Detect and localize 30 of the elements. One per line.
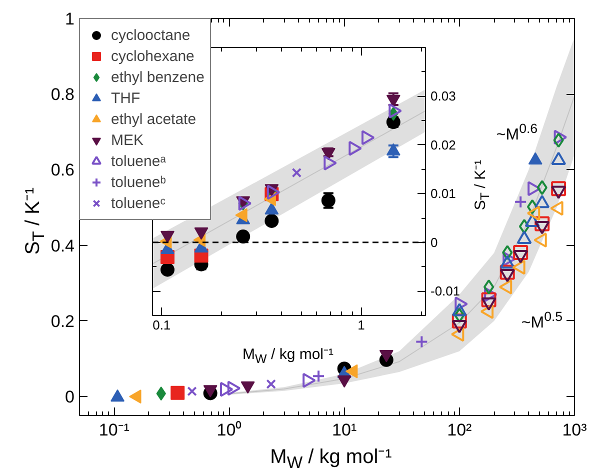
legend-label: MEK <box>111 130 144 150</box>
annotation: ~M$^{0.5}$ <box>521 308 563 334</box>
x-tick-label: 10² <box>447 420 472 440</box>
y-tick-label: 0.8 <box>50 85 75 104</box>
legend-label: cyclooctane <box>111 26 190 45</box>
y-tick-label: 0.02 <box>430 137 456 152</box>
y-tick-label: 0.2 <box>50 312 75 331</box>
x-tick-label: 10⁰ <box>216 420 242 440</box>
legend-label: ethyl acetate <box>111 110 196 129</box>
y-tick-label: 0.01 <box>430 186 456 202</box>
x-tick-label: 10⁻¹ <box>98 420 130 440</box>
x-axis-title: M$_{W}$ / kg mol⁻¹ <box>270 445 392 473</box>
legend-label: tolueneᵇ <box>111 172 166 192</box>
y-tick-label: 0.03 <box>430 88 456 104</box>
legend-label: cyclohexane <box>111 46 194 66</box>
x-tick-label: 10³ <box>562 420 588 440</box>
y-tick-label: 1 <box>65 10 75 28</box>
annotation: ~M$^{0.6}$ <box>496 120 538 146</box>
legend-label: THF <box>111 88 140 108</box>
y-tick-label: 0.4 <box>50 236 75 256</box>
x-tick-label: 10¹ <box>332 420 357 440</box>
y-tick-label: -0.01 <box>430 284 460 299</box>
x-tick-label: 0.1 <box>152 318 171 332</box>
x-axis-title: M$_{W}$ / kg mol⁻¹ <box>242 345 334 368</box>
y-tick-label: 0 <box>65 388 75 407</box>
legend-label: tolueneᵃ <box>111 152 166 171</box>
legend-label: ethyl benzene <box>111 68 204 87</box>
y-tick-label: 0 <box>430 234 438 250</box>
y-tick-label: 0.6 <box>50 160 75 180</box>
legend-label: tolueneᶜ <box>111 194 166 213</box>
